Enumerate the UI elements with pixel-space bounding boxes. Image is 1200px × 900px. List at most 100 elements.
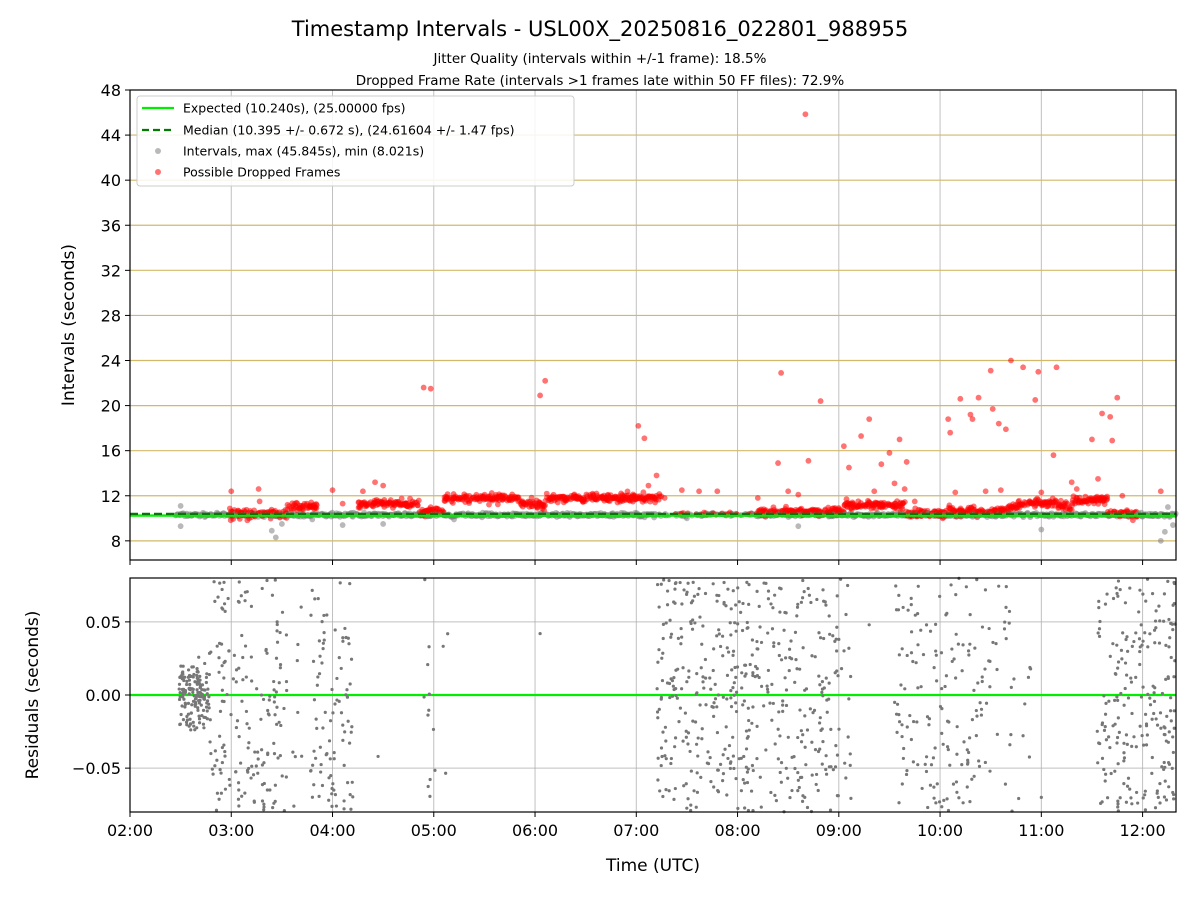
residual-point: [237, 666, 241, 670]
residual-point: [731, 649, 736, 653]
residual-point: [267, 713, 271, 717]
residual-point: [818, 747, 822, 751]
dropped-frame-outlier-point: [866, 416, 873, 423]
dropped-frame-outlier-point: [1038, 489, 1045, 496]
residual-point: [1115, 735, 1120, 740]
residual-point: [261, 697, 266, 702]
residual-point: [760, 684, 764, 688]
residual-point: [1132, 735, 1136, 739]
residual-point: [747, 718, 751, 723]
residual-point: [1152, 628, 1157, 632]
dropped-frame-point: [1104, 493, 1111, 500]
residual-point: [344, 635, 348, 640]
residual-point: [222, 580, 226, 584]
residual-point: [342, 763, 346, 768]
residual-point: [181, 670, 185, 674]
residual-point: [894, 712, 899, 716]
residual-point: [769, 602, 773, 606]
residual-point: [721, 771, 726, 776]
residual-point: [770, 627, 775, 631]
residual-point: [941, 742, 945, 746]
residual-point: [801, 578, 805, 583]
residual-point: [249, 604, 254, 608]
residual-point: [660, 754, 664, 759]
residual-point: [251, 773, 256, 777]
residual-point: [1116, 805, 1120, 809]
residual-point: [1003, 620, 1007, 624]
residual-point: [798, 775, 803, 780]
residual-point: [815, 597, 819, 602]
residual-point: [837, 637, 841, 641]
dropped-frame-outlier-point: [1107, 413, 1114, 420]
residual-point: [236, 797, 241, 801]
residual-point: [736, 586, 740, 590]
residual-point: [844, 776, 848, 780]
residual-point: [924, 769, 929, 774]
residual-point: [847, 646, 851, 650]
residual-point: [817, 674, 821, 678]
residual-point: [670, 694, 675, 698]
residual-point: [1100, 756, 1105, 760]
residual-point: [776, 727, 780, 731]
residual-point: [995, 732, 999, 736]
interval-outlier-point: [1038, 526, 1045, 533]
residual-point: [1160, 691, 1165, 696]
residual-point: [721, 654, 725, 658]
residual-point: [701, 680, 705, 684]
residual-point: [694, 742, 699, 746]
residual-point: [987, 626, 991, 631]
residual-point: [1098, 619, 1102, 624]
residual-point: [1125, 742, 1129, 746]
residual-point: [1168, 709, 1173, 713]
residual-point: [1004, 585, 1008, 589]
residual-point: [736, 622, 740, 626]
residual-point: [696, 592, 700, 596]
residual-point: [938, 594, 942, 599]
residual-point: [689, 808, 693, 813]
residual-point: [800, 799, 805, 804]
residual-point: [178, 690, 182, 695]
residual-point: [1124, 637, 1128, 642]
residual-point: [262, 781, 266, 786]
residual-point: [659, 746, 664, 750]
residual-point: [740, 628, 745, 633]
residual-point: [777, 642, 781, 646]
residual-point: [734, 776, 738, 781]
residual-point: [273, 695, 277, 699]
residual-point: [683, 711, 687, 715]
residual-point: [732, 766, 736, 771]
residual-point: [296, 710, 300, 715]
residual-point: [679, 626, 683, 631]
residual-point: [779, 780, 783, 784]
residual-point: [820, 679, 825, 684]
dropped-frame-outlier-point: [1008, 357, 1014, 364]
residual-point: [747, 602, 751, 606]
residual-point: [321, 726, 325, 730]
residual-point: [704, 676, 708, 680]
residual-point: [275, 640, 280, 644]
residual-point: [231, 677, 235, 681]
residual-point: [1114, 586, 1118, 590]
residual-point: [796, 602, 800, 606]
residual-point: [1104, 701, 1108, 705]
residual-point: [262, 805, 266, 809]
residual-point: [1111, 596, 1116, 601]
residual-point: [669, 635, 673, 639]
residual-point: [1004, 637, 1008, 641]
residual-point: [687, 669, 691, 673]
residual-point: [1116, 762, 1120, 766]
residual-point: [228, 783, 232, 787]
residual-point: [240, 699, 244, 703]
residual-point: [272, 700, 276, 704]
residual-point: [655, 710, 660, 714]
residual-point: [667, 578, 671, 583]
residual-point: [783, 610, 787, 615]
residual-point: [267, 698, 271, 702]
residual-point: [200, 687, 204, 692]
residual-point: [193, 680, 197, 684]
residual-point: [712, 701, 716, 705]
dropped-frame-outlier-point: [952, 489, 959, 496]
residual-point: [717, 593, 721, 598]
residual-point: [349, 657, 354, 661]
residual-point: [1096, 631, 1100, 635]
